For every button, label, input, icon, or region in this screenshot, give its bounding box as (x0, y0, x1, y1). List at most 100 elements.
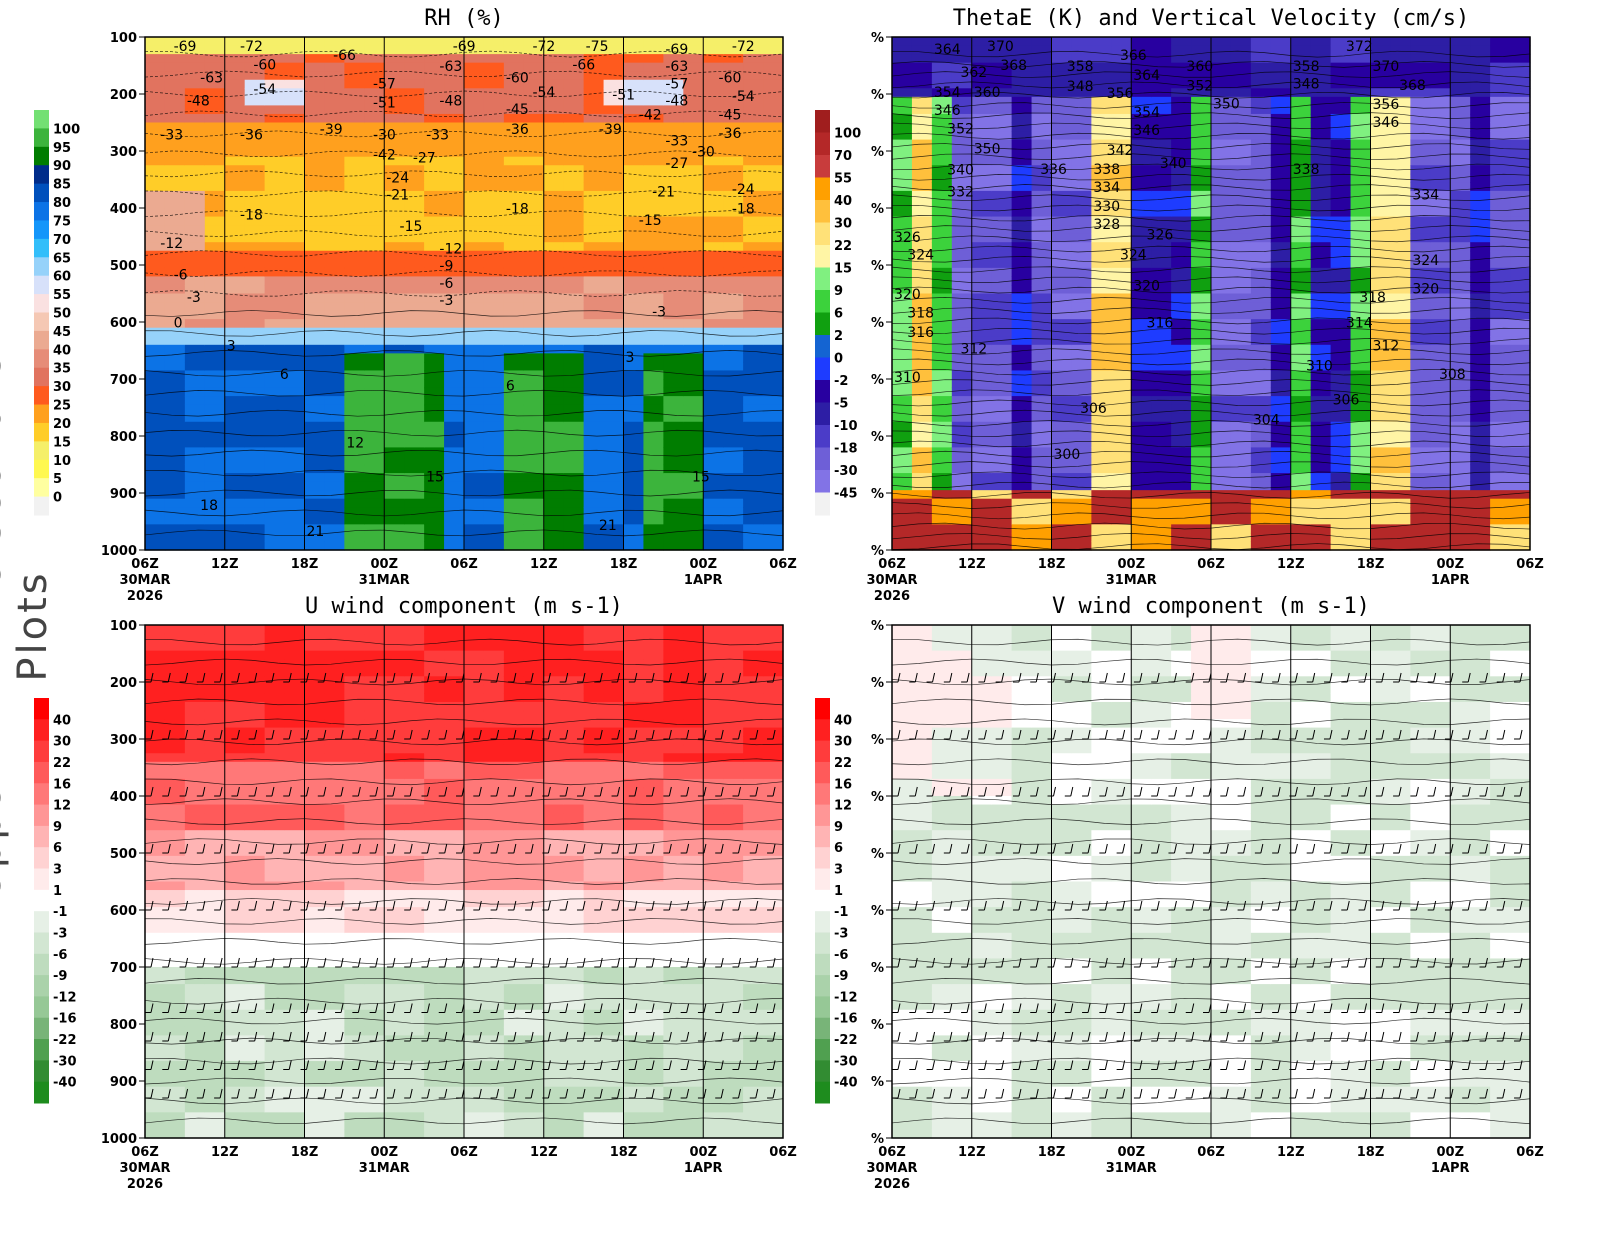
contour-cell (1151, 327, 1172, 337)
contour-cell (464, 259, 485, 269)
contour-cell (204, 79, 226, 89)
contour-label: 368 (1000, 58, 1027, 74)
contour-cell (224, 1120, 246, 1131)
contour-cell (743, 45, 764, 55)
contour-cell (284, 958, 306, 968)
contour-cell (1290, 113, 1312, 124)
contour-cell (145, 778, 166, 789)
contour-cell (483, 96, 505, 106)
contour-cell (1410, 319, 1431, 329)
contour-cell (1390, 216, 1411, 226)
contour-cell (1310, 113, 1332, 124)
colorbar-label: 40 (53, 343, 71, 358)
contour-cell (1390, 284, 1411, 295)
contour-cell (483, 293, 505, 303)
contour-cell (145, 541, 166, 551)
contour-cell (503, 541, 525, 551)
contour-cell (344, 975, 365, 985)
contour-cell (145, 1001, 166, 1011)
contour-cell (364, 625, 385, 635)
contour-cell (1051, 105, 1073, 115)
contour-cell (1051, 464, 1073, 474)
contour-cell (444, 113, 465, 124)
contour-cell (1091, 45, 1112, 55)
contour-cell (763, 438, 784, 448)
contour-cell (324, 984, 345, 994)
contour-cell (1490, 319, 1511, 329)
contour-cell (1011, 71, 1033, 81)
contour-cell (723, 498, 744, 508)
contour-cell (1290, 438, 1312, 448)
contour-cell (1310, 276, 1332, 286)
contour-cell (1330, 105, 1352, 115)
contour-cell (1270, 37, 1292, 47)
contour-cell (1430, 455, 1451, 466)
contour-cell (444, 88, 465, 98)
contour-cell (643, 45, 664, 55)
contour-cell (1350, 421, 1372, 431)
contour-cell (364, 396, 385, 406)
contour-cell (304, 1095, 326, 1105)
contour-cell (304, 932, 326, 942)
contour-cell (344, 541, 365, 551)
contour-cell (1270, 524, 1292, 534)
contour-cell (1290, 353, 1312, 363)
contour-cell (1071, 71, 1092, 81)
contour-cell (1490, 413, 1511, 423)
contour-cell (1350, 361, 1372, 372)
contour-cell (324, 890, 345, 900)
contour-cell (384, 113, 405, 124)
contour-cell (663, 421, 684, 431)
contour-cell (244, 710, 266, 720)
contour-cell (1410, 165, 1431, 175)
contour-cell (663, 71, 684, 81)
contour-cell (1350, 413, 1372, 423)
contour-cell (424, 498, 445, 508)
contour-cell (284, 62, 306, 72)
contour-cell (1131, 370, 1152, 380)
contour-cell (1430, 165, 1451, 175)
contour-cell (1011, 96, 1033, 106)
contour-cell (1071, 96, 1092, 106)
contour-cell (703, 293, 724, 303)
y-tick-label: 1000 (101, 544, 137, 559)
contour-cell (663, 438, 684, 448)
contour-cell (1051, 319, 1073, 329)
contour-cell (1071, 353, 1092, 363)
contour-cell (344, 173, 365, 183)
contour-cell (145, 975, 166, 985)
contour-cell (304, 165, 326, 175)
contour-cell (1011, 284, 1033, 295)
contour-cell (344, 447, 365, 457)
contour-cell (892, 507, 913, 517)
contour-cell (1470, 481, 1491, 491)
contour-cell (1191, 430, 1212, 440)
contour-cell (663, 336, 684, 346)
contour-cell (663, 62, 684, 72)
contour-cell (483, 541, 505, 551)
contour-cell (663, 541, 684, 551)
contour-cell (1151, 45, 1172, 55)
contour-cell (911, 438, 933, 448)
contour-cell (304, 62, 326, 72)
contour-cell (503, 71, 525, 81)
contour-cell (204, 156, 226, 166)
contour-cell (743, 319, 764, 329)
contour-cell (244, 148, 266, 158)
contour-cell (763, 156, 784, 166)
contour-cell (424, 532, 445, 543)
contour-cell (643, 113, 664, 124)
contour-cell (1450, 413, 1471, 423)
contour-cell (1091, 259, 1112, 269)
contour-cell (424, 379, 445, 389)
contour-cell (663, 242, 684, 252)
contour-cell (623, 430, 645, 440)
contour-cell (971, 54, 993, 64)
contour-cell (523, 37, 545, 47)
contour-cell (1250, 421, 1272, 431)
contour-cell (663, 481, 684, 491)
contour-cell (464, 507, 485, 517)
contour-cell (424, 302, 445, 312)
contour-cell (583, 379, 605, 389)
contour-cell (164, 532, 186, 543)
